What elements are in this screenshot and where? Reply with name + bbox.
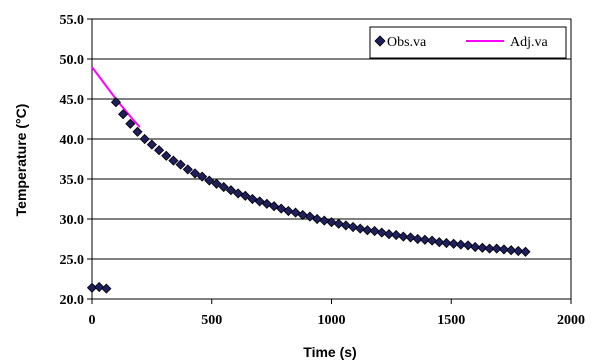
obs-va-point <box>491 243 502 254</box>
obs-va-point <box>211 178 222 189</box>
x-tick-label: 500 <box>201 313 222 328</box>
plot-area <box>92 19 571 299</box>
obs-va-point <box>347 221 359 233</box>
obs-va-point <box>161 150 172 161</box>
obs-va-point <box>441 237 452 249</box>
obs-va-point <box>268 201 280 212</box>
x-tick-label: 2000 <box>557 313 585 328</box>
obs-va-point <box>312 213 323 225</box>
obs-va-point <box>326 217 337 228</box>
obs-va-point <box>462 240 474 251</box>
obs-va-point <box>125 118 136 129</box>
y-axis-title: Temperature (°C) <box>13 104 29 217</box>
obs-va-point <box>233 188 244 199</box>
y-tick-label: 20.0 <box>60 293 85 308</box>
obs-va-point <box>419 234 430 245</box>
obs-va-point <box>218 181 229 193</box>
obs-va-point <box>101 283 112 294</box>
obs-va-point <box>405 232 416 243</box>
obs-va-point <box>362 225 373 236</box>
x-tick-label: 0 <box>89 313 96 328</box>
y-tick-label: 40.0 <box>60 133 85 148</box>
obs-va-point <box>110 97 122 108</box>
obs-va-point <box>333 218 344 229</box>
y-tick-label: 55.0 <box>60 13 85 28</box>
obs-va-point <box>498 244 510 255</box>
obs-va-point <box>276 203 287 214</box>
obs-va-point <box>290 207 301 218</box>
obs-va-point <box>153 145 165 156</box>
legend-obs-label: Obs.va <box>387 35 427 50</box>
obs-va-point <box>283 205 294 217</box>
obs-va-point <box>369 225 380 237</box>
x-tick-label: 1000 <box>318 313 346 328</box>
obs-va-point <box>175 159 186 170</box>
legend-obs-marker <box>374 35 386 47</box>
obs-va-point <box>506 245 517 256</box>
obs-va-point <box>448 238 459 249</box>
obs-va-point <box>513 245 524 257</box>
legend-adj-label: Adj.va <box>510 35 549 50</box>
obs-va-point <box>247 193 258 205</box>
obs-va-point <box>355 223 366 234</box>
x-tick-label: 1500 <box>437 313 465 328</box>
obs-va-point <box>94 281 105 293</box>
obs-va-point <box>477 242 488 253</box>
obs-va-point <box>261 198 272 209</box>
obs-va-point <box>520 246 531 257</box>
legend: Obs.va Adj.va <box>369 26 567 59</box>
obs-va-point <box>470 241 481 253</box>
obs-va-point <box>434 237 445 248</box>
obs-va-point <box>132 126 143 137</box>
plot-frame <box>91 18 572 300</box>
obs-va-point <box>254 196 265 207</box>
y-tick-label: 50.0 <box>60 53 85 68</box>
obs-va-point <box>383 229 395 240</box>
x-axis-title: Time (s) <box>303 344 356 360</box>
obs-va-point <box>427 235 438 246</box>
obs-va-point <box>398 231 409 242</box>
obs-va-point <box>225 185 236 196</box>
y-tick-label: 25.0 <box>60 253 85 268</box>
obs-va-point <box>139 133 150 145</box>
obs-va-point <box>240 190 251 201</box>
obs-va-point <box>168 155 179 166</box>
obs-va-point <box>319 215 330 226</box>
obs-va-point <box>484 243 495 254</box>
obs-va-point <box>297 209 308 221</box>
legend-box <box>369 26 567 59</box>
obs-va-point <box>182 164 193 175</box>
obs-va-point <box>340 220 351 231</box>
obs-va-point <box>197 171 208 182</box>
obs-va-point <box>189 168 201 179</box>
y-tick-label: 45.0 <box>60 93 85 108</box>
obs-va-point <box>455 239 466 250</box>
obs-va-point <box>304 211 316 222</box>
obs-va-point <box>204 175 215 186</box>
obs-va-point <box>376 227 387 238</box>
obs-va-point <box>146 139 157 150</box>
obs-va-point <box>412 233 423 245</box>
y-tick-label: 30.0 <box>60 213 85 228</box>
obs-va-point <box>118 109 129 120</box>
obs-va-point <box>391 229 402 241</box>
y-tick-label: 35.0 <box>60 173 85 188</box>
